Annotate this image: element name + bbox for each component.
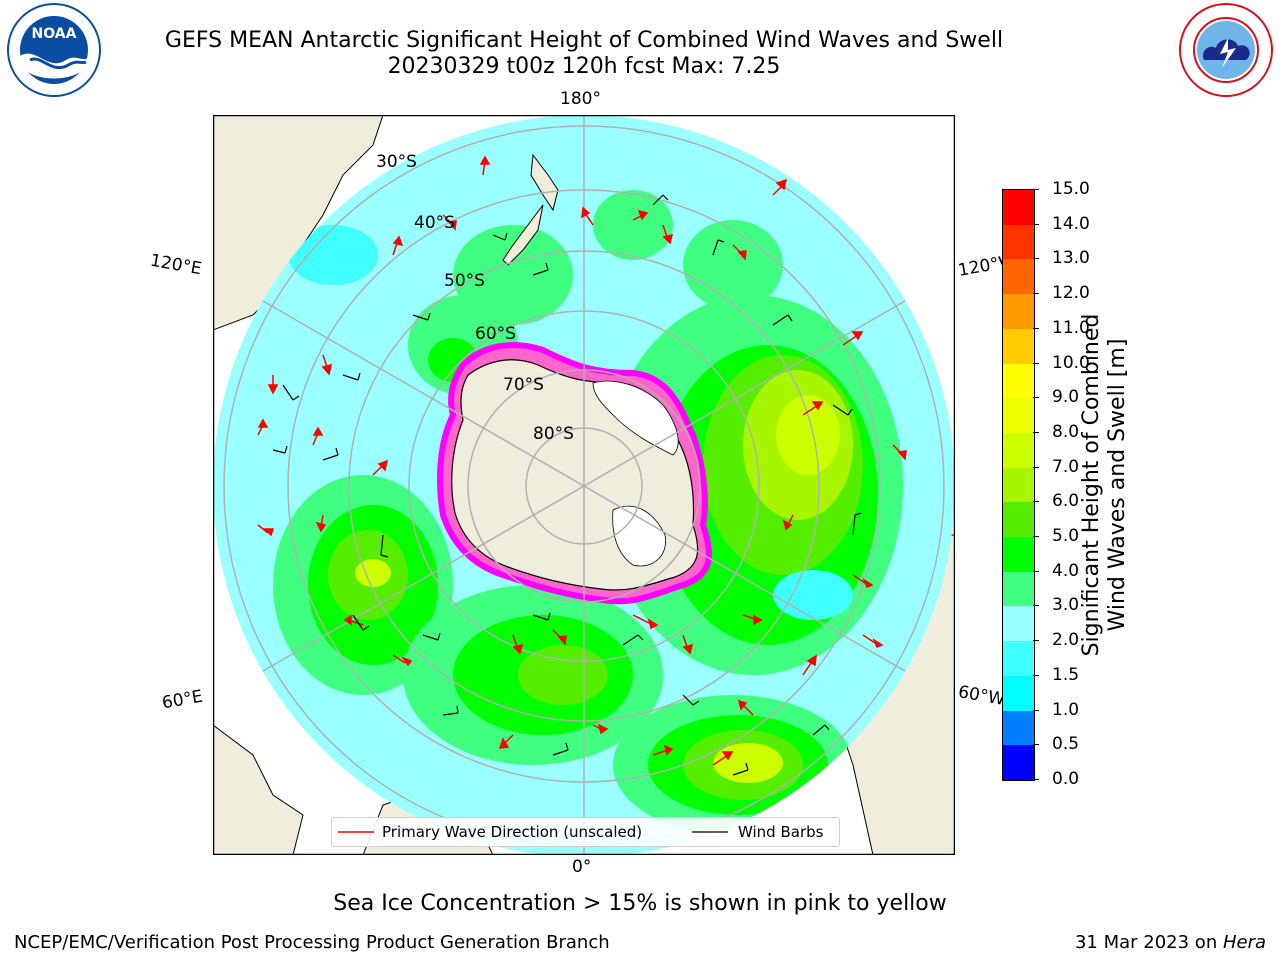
footer-date: 31 Mar 2023 on Hera (1075, 932, 1266, 953)
colorbar-segment (1003, 467, 1034, 503)
chart-title-line1: GEFS MEAN Antarctic Significant Height o… (164, 28, 1004, 53)
colorbar-tick-mark (1033, 501, 1039, 503)
colorbar-tick-label: 8.0 (1052, 421, 1080, 442)
colorbar-label-line1: Significant Height of Combined (1079, 313, 1104, 657)
colorbar-segment (1003, 606, 1034, 642)
colorbar-segment (1003, 294, 1034, 329)
colorbar-segment (1003, 745, 1034, 780)
lat-label-50s: 50°S (444, 271, 485, 291)
new-zealand (530, 153, 559, 212)
colorbar-segment (1003, 259, 1034, 295)
colorbar-tick-label: 5.0 (1052, 526, 1080, 547)
colorbar-tick-mark (1033, 779, 1039, 780)
colorbar-tick-label: 7.0 (1052, 456, 1080, 477)
footer-host: Hera (1222, 932, 1266, 953)
wind-barbs-swatch (692, 831, 728, 833)
colorbar-segment (1003, 537, 1034, 572)
legend-wave-direction: Primary Wave Direction (unscaled) (382, 823, 643, 841)
colorbar-tick-label: 12.0 (1052, 283, 1090, 304)
lon-label-120w: 120°W (956, 251, 1005, 281)
colorbar-segment (1003, 675, 1034, 711)
colorbar-tick-label: 13.0 (1052, 248, 1090, 269)
lon-label-180: 180° (560, 89, 601, 109)
colorbar-segment (1003, 641, 1034, 676)
colorbar (1002, 189, 1035, 781)
colorbar-tick-label: 0.5 (1052, 734, 1080, 755)
colorbar-segment (1003, 432, 1034, 468)
colorbar-tick-label: 1.0 (1052, 699, 1080, 720)
colorbar-tick-mark (1033, 605, 1039, 607)
wave-direction-swatch (338, 831, 374, 833)
colorbar-label-line2: Wind Waves and Swell [m] (1105, 338, 1130, 632)
colorbar-tick-label: 15.0 (1052, 179, 1090, 199)
colorbar-segment (1003, 398, 1034, 433)
colorbar-tick-mark (1033, 709, 1039, 711)
colorbar-segment (1003, 710, 1034, 746)
polar-map (213, 115, 955, 855)
colorbar-tick-label: 0.0 (1052, 769, 1080, 789)
colorbar-tick-mark (1033, 570, 1039, 572)
colorbar-segment (1003, 363, 1034, 399)
colorbar-tick-mark (1033, 466, 1039, 468)
colorbar-tick-mark (1033, 674, 1039, 676)
colorbar-ticks: 0.0 0.5 1.0 1.5 2.0 3.0 4.0 5.0 6.0 7.0 8.0 9.0 10.0… (1033, 179, 1095, 789)
lon-label-60e: 60°E (160, 686, 205, 714)
lon-label-120w-clip: 120°W (955, 250, 1005, 290)
colorbar-tick-label: 10.0 (1052, 352, 1090, 373)
colorbar-segment (1003, 190, 1034, 225)
footer-date-text: 31 Mar 2023 on (1074, 932, 1223, 953)
lat-label-70s: 70°S (503, 375, 544, 395)
wind-barbs (272, 194, 862, 776)
colorbar-segment (1003, 224, 1034, 260)
noaa-logo-text: NOAA (32, 26, 77, 42)
lat-label-80s: 80°S (533, 424, 574, 444)
lat-label-30s: 30°S (376, 152, 417, 172)
colorbar-segment (1003, 502, 1034, 538)
map-legend: Primary Wave Direction (unscaled) Wind B… (331, 817, 840, 847)
colorbar-tick-mark (1033, 223, 1039, 225)
colorbar-tick-mark (1033, 327, 1039, 329)
colorbar-tick-label: 9.0 (1052, 387, 1080, 408)
lon-label-60w-clip: 60°W (955, 680, 1005, 720)
colorbar-segment (1003, 571, 1034, 607)
colorbar-tick-mark (1033, 431, 1039, 433)
chart-title-line2: 20230329 t00z 120h fcst Max: 7.25 (387, 54, 781, 79)
wave-direction-arrows (257, 155, 907, 766)
colorbar-segment (1003, 328, 1034, 364)
lat-label-40s: 40°S (414, 213, 455, 233)
lon-label-0: 0° (572, 857, 592, 877)
legend-wind-barbs: Wind Barbs (738, 823, 824, 841)
lon-label-60w: 60°W (956, 682, 1005, 710)
graticule (223, 115, 945, 855)
colorbar-tick-label: 11.0 (1052, 317, 1090, 338)
colorbar-tick-mark (1033, 397, 1039, 399)
colorbar-tick-label: 1.5 (1052, 664, 1080, 685)
colorbar-tick-mark (1033, 744, 1039, 746)
colorbar-tick-mark (1033, 640, 1039, 642)
colorbar-tick-label: 6.0 (1052, 491, 1080, 512)
lon-label-120e: 120°E (148, 250, 204, 280)
colorbar-tick-label: 2.0 (1052, 630, 1080, 651)
colorbar-tick-label: 3.0 (1052, 595, 1080, 616)
nws-logo (1179, 3, 1273, 97)
colorbar-tick-mark (1033, 536, 1039, 538)
colorbar-tick-label: 14.0 (1052, 213, 1090, 234)
lat-label-60s: 60°S (475, 324, 516, 344)
colorbar-tick-label: 4.0 (1052, 560, 1080, 581)
colorbar-tick-mark (1033, 189, 1039, 190)
map-frame (213, 115, 955, 855)
noaa-logo: NOAA (7, 3, 101, 97)
colorbar-tick-mark (1033, 293, 1039, 295)
colorbar-tick-mark (1033, 362, 1039, 364)
colorbar-tick-mark (1033, 258, 1039, 260)
footer-credit: NCEP/EMC/Verification Post Processing Pr… (14, 932, 610, 953)
sea-ice-caption: Sea Ice Concentration > 15% is shown in … (333, 891, 947, 916)
